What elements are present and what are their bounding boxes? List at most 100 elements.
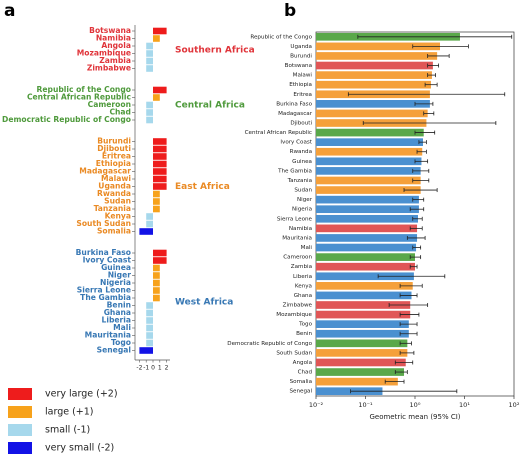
category-label: Burundi xyxy=(97,137,131,146)
category-label: Burkina Faso xyxy=(276,101,312,107)
bar xyxy=(316,329,409,338)
category-label: Namibia xyxy=(96,34,131,43)
bar xyxy=(316,377,398,386)
category-label: Somalia xyxy=(97,227,131,236)
category-label: Somalia xyxy=(290,379,312,385)
category-label: Ghana xyxy=(104,308,131,317)
bar xyxy=(316,100,430,108)
bar xyxy=(146,42,153,50)
region-label: Southern Africa xyxy=(175,45,255,55)
category-label: Senegal xyxy=(289,389,312,395)
bar xyxy=(146,50,153,57)
category-label: Malawi xyxy=(101,174,131,183)
bar xyxy=(153,294,160,302)
bar xyxy=(316,42,441,51)
category-label: Mali xyxy=(113,323,131,332)
bar xyxy=(316,205,419,214)
bar xyxy=(316,262,415,271)
bar xyxy=(316,368,405,376)
bar xyxy=(316,80,431,89)
bar xyxy=(153,279,160,287)
bar xyxy=(153,160,167,168)
bar xyxy=(153,168,167,175)
bar xyxy=(316,282,413,290)
bar xyxy=(153,86,167,94)
category-label: Liberia xyxy=(293,274,312,280)
legend-label: large (+1) xyxy=(45,407,94,418)
x-tick-label: 0 xyxy=(151,365,155,372)
bar xyxy=(153,175,167,183)
category-label: Sierra Leone xyxy=(277,216,313,222)
bar xyxy=(316,272,414,281)
category-label: Ghana xyxy=(294,293,312,299)
bar xyxy=(153,94,160,101)
category-label: Zambia xyxy=(99,56,131,65)
category-label: Mauritania xyxy=(282,235,312,241)
category-label: Angola xyxy=(293,360,312,366)
legend-swatch xyxy=(8,388,32,400)
category-label: Kenya xyxy=(295,283,312,289)
category-label: Namibia xyxy=(289,226,312,232)
panel-label: a xyxy=(4,1,15,21)
category-label: Democratic Republic of Congo xyxy=(227,341,312,347)
bar xyxy=(146,213,153,220)
category-label: The Gambia xyxy=(80,293,131,302)
bar xyxy=(316,358,406,367)
bar xyxy=(153,190,160,198)
x-tick-label: -1 xyxy=(143,365,149,372)
category-label: Djibouti xyxy=(290,121,312,127)
category-label: Rwanda xyxy=(290,149,312,155)
bar xyxy=(316,176,421,185)
bar xyxy=(139,228,153,235)
category-label: Central African Republic xyxy=(245,130,312,136)
category-label: Mozambique xyxy=(276,312,312,318)
legend-label: small (-1) xyxy=(45,425,90,436)
category-label: Central African Republic xyxy=(27,93,131,102)
bar xyxy=(153,153,167,160)
category-label: Republic of the Congo xyxy=(250,34,312,40)
x-tick-label: 2 xyxy=(165,365,169,372)
bar xyxy=(153,205,160,213)
bar xyxy=(146,339,153,347)
bar xyxy=(146,309,153,317)
bar xyxy=(153,249,167,257)
bar xyxy=(153,145,167,153)
bar xyxy=(146,332,153,339)
category-label: Djibouti xyxy=(97,144,131,153)
bar xyxy=(316,186,421,194)
x-tick-label: 10¹ xyxy=(459,401,470,409)
bar xyxy=(153,287,160,294)
category-label: Botswana xyxy=(285,63,312,69)
category-label: Ethiopia xyxy=(96,159,131,168)
category-label: Sudan xyxy=(294,188,312,194)
category-label: Zimbabwe xyxy=(283,303,313,309)
category-label: Botswana xyxy=(89,26,131,35)
bar xyxy=(146,317,153,324)
category-label: Kenya xyxy=(105,212,131,221)
category-label: Burkina Faso xyxy=(76,248,131,257)
bar xyxy=(316,71,432,79)
category-label: Benin xyxy=(296,331,312,337)
category-label: Malawi xyxy=(293,73,313,79)
legend-swatch xyxy=(8,424,32,436)
category-label: Benin xyxy=(107,301,131,310)
bar xyxy=(316,147,423,156)
category-label: Mozambique xyxy=(77,49,131,58)
legend-label: very large (+2) xyxy=(45,389,118,400)
x-tick-label: 10⁰ xyxy=(410,401,421,409)
bar xyxy=(316,109,428,118)
category-label: Zambia xyxy=(291,264,312,270)
category-label: Eritrea xyxy=(293,92,312,98)
bar xyxy=(316,387,383,396)
category-label: Uganda xyxy=(290,44,312,50)
bar xyxy=(316,157,422,166)
bar xyxy=(316,291,412,300)
bar xyxy=(316,224,418,233)
bar xyxy=(316,301,411,309)
bar xyxy=(153,272,160,279)
bar xyxy=(316,339,408,348)
x-tick-label: -2 xyxy=(136,365,142,372)
bar xyxy=(146,109,153,116)
bar xyxy=(316,167,421,175)
